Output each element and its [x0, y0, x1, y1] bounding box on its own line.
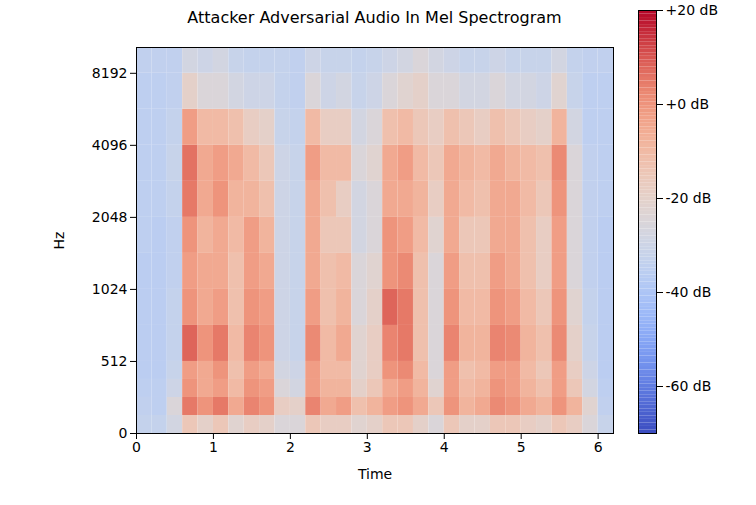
svg-text:8192: 8192 [92, 65, 128, 81]
svg-text:1024: 1024 [92, 281, 128, 297]
svg-text:2048: 2048 [92, 209, 128, 225]
svg-text:Hz: Hz [51, 232, 67, 250]
svg-text:6: 6 [594, 439, 603, 455]
svg-text:2: 2 [286, 439, 295, 455]
svg-text:+0 dB: +0 dB [666, 96, 710, 112]
html-text:Attacker Adversarial Audio In: Attacker Adversarial Audio In Mel Spectr… [187, 8, 562, 27]
svg-text:4096: 4096 [92, 137, 128, 153]
svg-text:Time: Time [357, 466, 392, 482]
svg-text:+20 dB: +20 dB [666, 2, 719, 18]
svg-text:5: 5 [517, 439, 526, 455]
svg-text:1: 1 [209, 439, 218, 455]
svg-text:0: 0 [119, 425, 128, 441]
svg-text:-20 dB: -20 dB [666, 190, 712, 206]
svg-text:3: 3 [363, 439, 372, 455]
svg-text:0: 0 [132, 439, 141, 455]
svg-text:512: 512 [101, 353, 128, 369]
svg-text:-60 dB: -60 dB [666, 378, 712, 394]
svg-text:4: 4 [440, 439, 449, 455]
svg-text:-40 dB: -40 dB [666, 284, 712, 300]
